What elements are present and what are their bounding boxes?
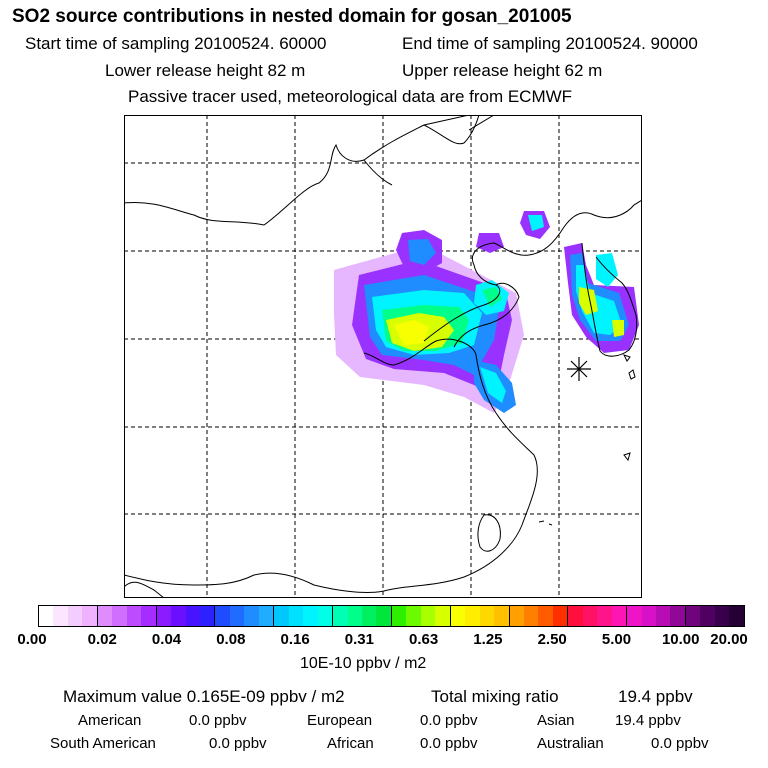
asian-label: Asian [537, 712, 575, 729]
color-swatch [347, 606, 362, 626]
color-scale-tick-label: 20.00 [710, 631, 748, 648]
color-swatch [229, 606, 245, 626]
concentration-plume [334, 211, 639, 413]
color-swatch [112, 606, 127, 626]
color-swatch [435, 606, 451, 626]
color-swatch [627, 606, 642, 626]
color-scale-tick-label: 5.00 [601, 631, 632, 648]
total-mixing-ratio-label: Total mixing ratio [431, 687, 559, 706]
color-scale-tick-label: 0.63 [409, 631, 439, 648]
color-swatch [82, 606, 98, 626]
color-scale-tick-label: 0.04 [151, 631, 182, 648]
african-value: 0.0 ppbv [420, 735, 478, 752]
color-swatch [729, 606, 744, 626]
end-time: End time of sampling 20100524. 90000 [402, 34, 698, 53]
color-scale-tick-label: 0.16 [280, 631, 310, 648]
south-american-label: South American [50, 735, 156, 752]
color-swatch [700, 606, 715, 626]
color-swatch [303, 606, 318, 626]
color-swatch [465, 606, 480, 626]
map-panel [124, 115, 642, 598]
color-swatch [126, 606, 142, 626]
african-label: African [327, 735, 374, 752]
start-time: Start time of sampling 20100524. 60000 [25, 34, 327, 53]
color-swatch [141, 606, 157, 626]
color-swatch [53, 606, 68, 626]
south-american-value: 0.0 ppbv [209, 735, 267, 752]
color-swatch [494, 606, 510, 626]
color-swatch [450, 606, 466, 626]
american-label: American [78, 712, 142, 729]
color-scale-tick-label: 0.02 [87, 631, 117, 648]
color-swatch [670, 606, 686, 626]
color-scale-bar [38, 605, 745, 627]
european-value: 0.0 ppbv [420, 712, 478, 729]
color-swatch [97, 606, 113, 626]
color-scale-tick-label: 1.25 [473, 631, 503, 648]
color-swatch [67, 606, 83, 626]
color-swatch [258, 606, 275, 626]
lower-release-height: Lower release height 82 m [105, 61, 306, 80]
color-swatch [361, 606, 377, 626]
australian-value: 0.0 ppbv [651, 735, 709, 752]
maximum-value: Maximum value 0.165E-09 ppbv / m2 [63, 687, 345, 706]
coastlines [124, 115, 642, 598]
european-label: European [307, 712, 373, 729]
color-swatch [199, 606, 216, 626]
color-swatch [317, 606, 334, 626]
color-swatch [568, 606, 583, 626]
color-swatch [391, 606, 407, 626]
color-swatch [582, 606, 598, 626]
color-swatch [185, 606, 200, 626]
color-swatch [420, 606, 436, 626]
color-swatch [641, 606, 657, 626]
color-scale-tick-label: 2.50 [537, 631, 567, 648]
color-swatch [611, 606, 628, 626]
asian-value: 19.4 ppbv [615, 712, 681, 729]
map-title: SO2 source contributions in nested domai… [12, 6, 572, 27]
color-scale-tick-label: 0.08 [216, 631, 246, 648]
color-swatch [333, 606, 348, 626]
color-swatch [509, 606, 524, 626]
color-swatch [406, 606, 421, 626]
australian-label: Australian [537, 735, 604, 752]
color-swatch [479, 606, 495, 626]
color-swatch [171, 606, 186, 626]
color-swatch [274, 606, 289, 626]
total-mixing-ratio-value: 19.4 ppbv [618, 687, 693, 706]
color-swatch [376, 606, 392, 626]
color-swatch [288, 606, 304, 626]
color-swatch [597, 606, 612, 626]
color-swatch [685, 606, 701, 626]
american-value: 0.0 ppbv [189, 712, 247, 729]
color-swatch [215, 606, 230, 626]
color-swatch [714, 606, 730, 626]
color-swatch [538, 606, 553, 626]
color-scale-tick-label: 0.00 [17, 631, 47, 648]
receptor-marker [567, 357, 591, 381]
color-swatch [39, 606, 54, 626]
color-swatch [523, 606, 539, 626]
color-scale-tick-label: 0.31 [344, 631, 374, 648]
color-swatch [552, 606, 569, 626]
color-scale-units: 10E-10 ppbv / m2 [300, 655, 427, 672]
color-swatch [244, 606, 259, 626]
upper-release-height: Upper release height 62 m [402, 61, 603, 80]
tracer-note: Passive tracer used, meteorological data… [128, 87, 573, 106]
color-swatch [656, 606, 671, 626]
color-swatch [156, 606, 172, 626]
color-scale-tick-label: 10.00 [661, 631, 700, 648]
